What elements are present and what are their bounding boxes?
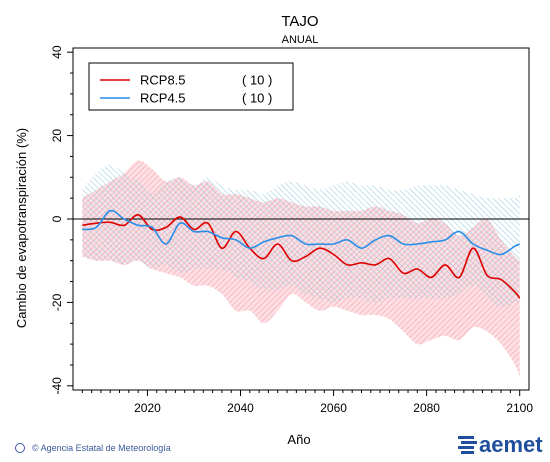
x-axis: 2020 2040 2060 2080 2100 xyxy=(81,390,533,415)
legend-label-rcp45: RCP4.5 xyxy=(140,91,186,106)
y-tick-label: -20 xyxy=(50,293,64,311)
x-tick-label: 2060 xyxy=(320,401,347,415)
legend-count-rcp85: ( 10 ) xyxy=(242,73,272,88)
y-tick-label: 0 xyxy=(50,215,64,222)
legend-box xyxy=(88,62,294,111)
chart-title: TAJO xyxy=(281,13,318,30)
copyright-icon xyxy=(15,443,25,453)
y-tick-label: 20 xyxy=(50,129,64,143)
x-axis-label: Año xyxy=(287,432,310,447)
y-axis-label: Cambio de evapotranspiración (%) xyxy=(14,128,29,328)
line-rcp85 xyxy=(82,214,521,299)
legend-label-rcp85: RCP8.5 xyxy=(140,73,186,88)
y-tick-label: -40 xyxy=(50,377,64,395)
x-tick-label: 2020 xyxy=(134,401,161,415)
series-lines xyxy=(82,209,521,299)
footer-credit: © Agencia Estatal de Meteorología xyxy=(15,443,171,453)
legend: RCP8.5 ( 10 ) RCP4.5 ( 10 ) xyxy=(88,62,294,111)
aemet-logo-text: aemet xyxy=(479,432,543,457)
line-rcp45 xyxy=(82,209,521,256)
y-axis: -40 -20 0 20 40 xyxy=(50,45,73,395)
uncertainty-bands xyxy=(82,160,520,378)
aemet-logo: aemet xyxy=(458,432,543,457)
x-tick-label: 2080 xyxy=(413,401,440,415)
credit-text: © Agencia Estatal de Meteorología xyxy=(32,443,171,453)
x-tick-label: 2100 xyxy=(506,401,533,415)
aemet-logo-icon xyxy=(458,436,477,454)
x-tick-label: 2040 xyxy=(227,401,254,415)
legend-count-rcp45: ( 10 ) xyxy=(242,91,272,106)
chart-subtitle: ANUAL xyxy=(282,34,319,46)
y-tick-label: 40 xyxy=(50,45,64,59)
